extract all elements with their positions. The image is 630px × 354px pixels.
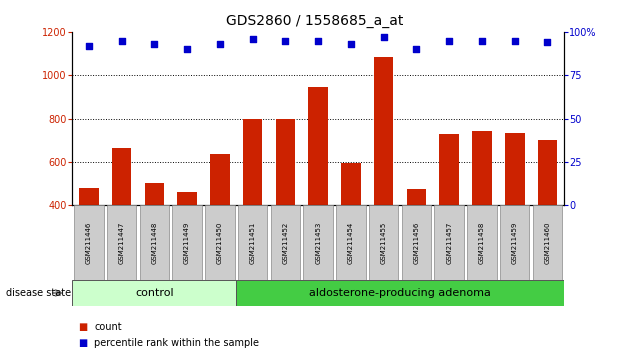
FancyBboxPatch shape	[336, 205, 365, 280]
Text: GSM211449: GSM211449	[184, 221, 190, 264]
Bar	[406, 189, 427, 292]
Text: percentile rank within the sample: percentile rank within the sample	[94, 338, 260, 348]
Bar	[210, 154, 230, 292]
Bar	[374, 57, 394, 292]
FancyBboxPatch shape	[140, 205, 169, 280]
Point	[313, 38, 323, 44]
Point	[280, 38, 290, 44]
Point	[477, 38, 487, 44]
Text: GSM211457: GSM211457	[446, 221, 452, 264]
FancyBboxPatch shape	[369, 205, 398, 280]
Bar	[505, 133, 525, 292]
Point	[117, 38, 127, 44]
Point	[84, 43, 94, 48]
Text: GSM211456: GSM211456	[413, 221, 420, 264]
FancyBboxPatch shape	[173, 205, 202, 280]
Text: ■: ■	[79, 338, 91, 348]
Text: GSM211459: GSM211459	[512, 221, 518, 264]
Bar	[275, 119, 295, 292]
Text: GSM211454: GSM211454	[348, 221, 354, 264]
Text: aldosterone-producing adenoma: aldosterone-producing adenoma	[309, 288, 491, 298]
Bar	[308, 87, 328, 292]
Bar	[243, 119, 263, 292]
Text: ■: ■	[79, 322, 91, 332]
Text: GSM211460: GSM211460	[544, 221, 551, 264]
Text: GSM211452: GSM211452	[282, 221, 289, 264]
FancyBboxPatch shape	[435, 205, 464, 280]
FancyBboxPatch shape	[205, 205, 234, 280]
Text: GSM211446: GSM211446	[86, 221, 92, 264]
Text: GSM211447: GSM211447	[118, 221, 125, 264]
Bar	[177, 192, 197, 292]
Text: GDS2860 / 1558685_a_at: GDS2860 / 1558685_a_at	[226, 14, 404, 28]
Text: GSM211448: GSM211448	[151, 221, 158, 264]
Point	[346, 41, 356, 47]
Point	[510, 38, 520, 44]
Bar	[439, 134, 459, 292]
Point	[444, 38, 454, 44]
Text: count: count	[94, 322, 122, 332]
FancyBboxPatch shape	[271, 205, 300, 280]
Bar	[79, 188, 99, 292]
FancyBboxPatch shape	[500, 205, 529, 280]
FancyBboxPatch shape	[72, 280, 236, 306]
Point	[215, 41, 225, 47]
Point	[248, 36, 258, 42]
Point	[149, 41, 159, 47]
Bar	[472, 131, 492, 292]
Bar	[537, 140, 558, 292]
Point	[411, 46, 421, 52]
FancyBboxPatch shape	[107, 205, 136, 280]
Text: GSM211450: GSM211450	[217, 221, 223, 264]
FancyBboxPatch shape	[304, 205, 333, 280]
FancyBboxPatch shape	[236, 280, 564, 306]
Bar	[341, 163, 361, 292]
Text: GSM211451: GSM211451	[249, 221, 256, 264]
Text: GSM211453: GSM211453	[315, 221, 321, 264]
Bar	[112, 148, 132, 292]
FancyBboxPatch shape	[402, 205, 431, 280]
FancyBboxPatch shape	[238, 205, 267, 280]
Text: disease state: disease state	[6, 288, 71, 298]
Text: GSM211455: GSM211455	[381, 221, 387, 264]
FancyBboxPatch shape	[467, 205, 496, 280]
Text: GSM211458: GSM211458	[479, 221, 485, 264]
Bar	[144, 183, 164, 292]
Point	[379, 34, 389, 40]
Text: control: control	[135, 288, 174, 298]
Point	[182, 46, 192, 52]
Point	[542, 39, 553, 45]
FancyBboxPatch shape	[74, 205, 103, 280]
FancyBboxPatch shape	[533, 205, 562, 280]
